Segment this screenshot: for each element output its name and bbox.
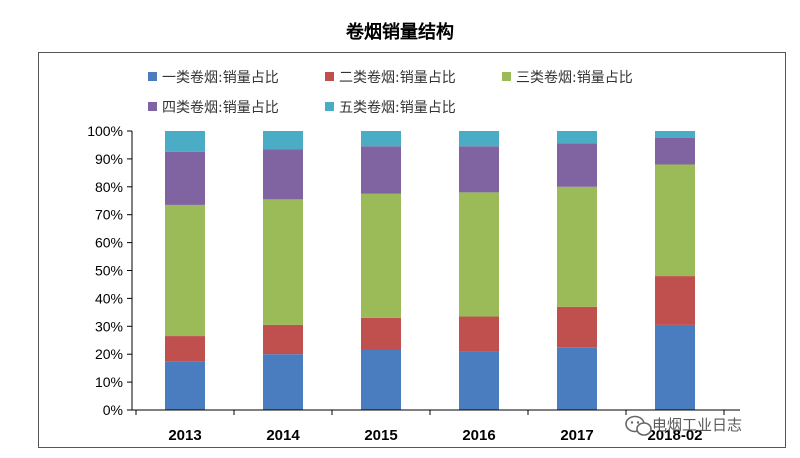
y-tick-label: 100% xyxy=(87,123,123,139)
bar-segment xyxy=(165,336,205,362)
bar-segment xyxy=(361,146,401,194)
bar-segment xyxy=(361,131,401,147)
bar-segment xyxy=(655,137,695,165)
x-tick-label: 2013 xyxy=(168,427,201,444)
legend-label: 三类卷烟:销量占比 xyxy=(516,70,633,86)
x-tick-label: 2018-02 xyxy=(647,427,702,444)
y-tick-label: 30% xyxy=(95,318,123,334)
x-tick-label: 2016 xyxy=(462,427,495,444)
bar-segment xyxy=(263,149,303,200)
y-tick-label: 90% xyxy=(95,151,123,167)
bar-segment xyxy=(557,306,597,348)
chart-title: 卷烟销量结构 xyxy=(346,22,454,43)
y-tick-label: 50% xyxy=(95,263,123,279)
bar-segment xyxy=(361,317,401,351)
bar-segment xyxy=(263,131,303,150)
legend-swatch xyxy=(148,102,157,111)
watermark-text: 电烟工业日志 xyxy=(652,416,742,434)
x-axis: 2013 2014 2015 2016 2017 2018-02 xyxy=(132,409,740,444)
bar-segment xyxy=(165,204,205,337)
bar-segment xyxy=(165,151,205,205)
legend-swatch xyxy=(502,72,511,81)
bar-segment xyxy=(655,324,695,410)
bar-segment xyxy=(655,164,695,277)
bar-segment xyxy=(361,193,401,318)
bar-segment xyxy=(655,276,695,325)
bar-segment xyxy=(263,199,303,325)
y-tick-label: 20% xyxy=(95,346,123,362)
wechat-icon xyxy=(625,415,652,436)
legend-label: 二类卷烟:销量占比 xyxy=(339,70,456,86)
bar-segment xyxy=(557,131,597,144)
x-tick-label: 2014 xyxy=(266,427,300,444)
bar-segment xyxy=(557,143,597,187)
y-tick-label: 80% xyxy=(95,179,123,195)
bar-segment xyxy=(165,131,205,152)
bar-segment xyxy=(459,146,499,193)
legend-label: 四类卷烟:销量占比 xyxy=(162,100,279,116)
bar-segment xyxy=(459,351,499,410)
legend-swatch xyxy=(148,72,157,81)
bar-segment xyxy=(459,192,499,317)
y-tick-label: 70% xyxy=(95,207,123,223)
y-axis: 0% 10% 20% 30% 40% 50% 60% 70% 80% 90% 100% xyxy=(87,123,133,418)
legend-label: 一类卷烟:销量占比 xyxy=(162,70,279,86)
y-tick-label: 40% xyxy=(95,290,123,306)
bars xyxy=(165,131,695,410)
bar-segment xyxy=(459,131,499,147)
watermark: 电烟工业日志 xyxy=(625,415,742,436)
y-tick-label: 0% xyxy=(103,402,123,418)
legend-swatch xyxy=(325,72,334,81)
bar-segment xyxy=(557,186,597,307)
bar-segment xyxy=(459,316,499,352)
x-tick-label: 2015 xyxy=(364,427,397,444)
bar-segment xyxy=(557,347,597,410)
x-tick-label: 2017 xyxy=(560,427,593,444)
bar-segment xyxy=(165,361,205,410)
y-tick-label: 10% xyxy=(95,374,123,390)
bar-segment xyxy=(263,324,303,355)
legend-swatch xyxy=(325,102,334,111)
legend-label: 五类卷烟:销量占比 xyxy=(339,100,456,116)
chart-frame xyxy=(38,52,786,448)
bar-segment xyxy=(361,350,401,410)
y-tick-label: 60% xyxy=(95,235,123,251)
bar-segment xyxy=(655,131,695,138)
bar-segment xyxy=(263,354,303,410)
